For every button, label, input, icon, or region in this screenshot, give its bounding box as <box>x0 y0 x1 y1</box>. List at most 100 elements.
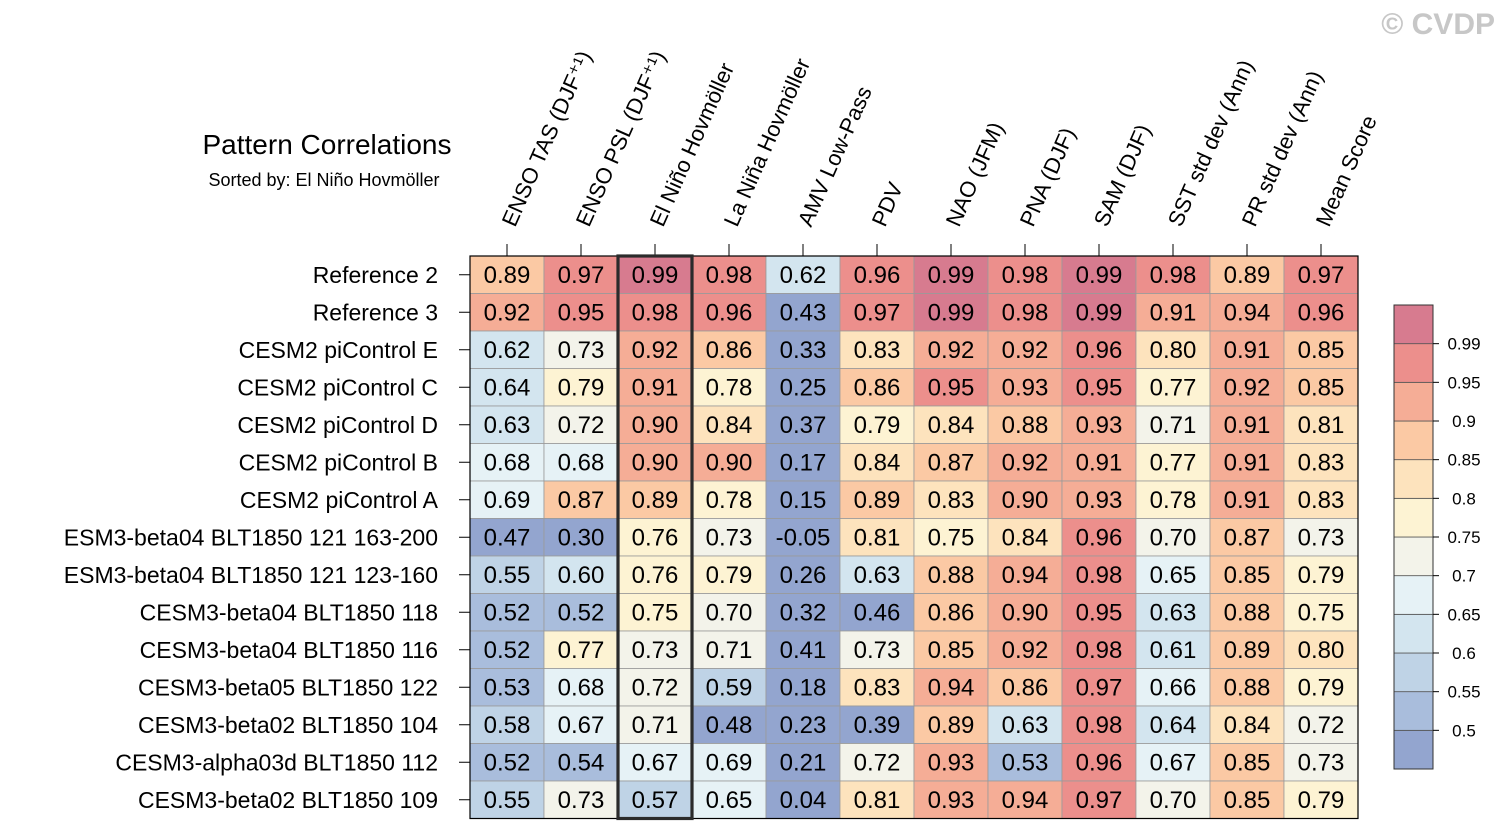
cell-value-label: 0.86 <box>928 599 975 626</box>
heatmap-cell <box>1135 293 1211 332</box>
heatmap-cell <box>617 255 693 294</box>
cell-value-label: 0.47 <box>484 524 531 551</box>
cell-value-label: 0.85 <box>928 637 975 664</box>
heatmap-cell <box>1283 780 1359 819</box>
cell-value-label: 0.83 <box>854 674 901 701</box>
cell-value-label: 0.17 <box>780 449 827 476</box>
heatmap-cell <box>543 743 619 782</box>
colorbar-segment <box>1393 691 1434 731</box>
cell-value-label: 0.32 <box>780 599 827 626</box>
cell-value-label: 0.93 <box>1002 374 1049 401</box>
row-label: CESM3-beta04 BLT1850 116 <box>140 637 438 663</box>
cell-value-label: 0.84 <box>1002 524 1049 551</box>
row-label: CESM3-alpha03d BLT1850 112 <box>115 749 438 775</box>
cell-value-label: 0.60 <box>558 562 605 589</box>
sorted-column-highlight <box>616 254 694 821</box>
colorbar-segment <box>1393 343 1434 383</box>
cell-value-label: 0.79 <box>854 412 901 439</box>
heatmap-cell <box>1135 518 1211 557</box>
cell-value-label: 0.63 <box>484 412 531 439</box>
cell-value-label: 0.69 <box>484 487 531 514</box>
heatmap-cell <box>469 518 545 557</box>
heatmap-cell <box>839 480 915 519</box>
cell-value-label: 0.68 <box>484 449 531 476</box>
heatmap-cell <box>839 368 915 407</box>
heatmap-cell <box>543 780 619 819</box>
cell-value-label: 0.67 <box>558 712 605 739</box>
cell-value-label: 0.98 <box>1076 637 1123 664</box>
heatmap-cell <box>1209 443 1285 482</box>
cell-value-label: 0.73 <box>854 637 901 664</box>
heatmap-cell <box>913 630 989 669</box>
cell-value-label: 0.95 <box>558 299 605 326</box>
heatmap-cell <box>913 705 989 744</box>
cell-value-label: 0.91 <box>1150 299 1197 326</box>
row-label: CESM2 piControl C <box>237 374 438 400</box>
cell-value-label: 0.97 <box>1076 674 1123 701</box>
cell-value-label: 0.30 <box>558 524 605 551</box>
cell-value-label: 0.41 <box>780 637 827 664</box>
heatmap-cell <box>987 330 1063 369</box>
heatmap-cell <box>765 780 841 819</box>
heatmap-cell <box>1209 368 1285 407</box>
column-label: AMV Low-Pass <box>793 82 877 230</box>
heatmap-cell <box>1209 780 1285 819</box>
cell-value-label: 0.92 <box>1224 374 1271 401</box>
heatmap-cell <box>1283 330 1359 369</box>
heatmap-cell <box>1209 480 1285 519</box>
heatmap-cell <box>987 630 1063 669</box>
heatmap-cell <box>1061 368 1137 407</box>
colorbar-label: 0.65 <box>1447 605 1480 624</box>
cell-value-label: 0.25 <box>780 374 827 401</box>
heatmap-cell <box>469 743 545 782</box>
heatmap-cell <box>765 368 841 407</box>
heatmap-cell <box>691 480 767 519</box>
heatmap-cell <box>913 443 989 482</box>
cell-value-label: 0.89 <box>928 712 975 739</box>
heatmap-cell <box>913 668 989 707</box>
cell-value-label: 0.37 <box>780 412 827 439</box>
cell-value-label: 0.63 <box>1002 712 1049 739</box>
heatmap-cell <box>543 293 619 332</box>
cell-value-label: 0.81 <box>854 524 901 551</box>
heatmap-cell <box>1061 593 1137 632</box>
cell-value-label: 0.78 <box>706 487 753 514</box>
heatmap-cell <box>691 593 767 632</box>
cell-value-label: 0.95 <box>1076 374 1123 401</box>
cell-value-label: 0.33 <box>780 337 827 364</box>
cell-value-label: 0.85 <box>1298 337 1345 364</box>
heatmap-cell <box>765 518 841 557</box>
row-label: CESM3-beta04 BLT1850 118 <box>140 599 438 625</box>
cell-value-label: 0.89 <box>484 262 531 289</box>
cell-value-label: 0.73 <box>1298 524 1345 551</box>
heatmap-cell <box>543 593 619 632</box>
cell-value-label: 0.92 <box>632 337 679 364</box>
heatmap-cell <box>839 518 915 557</box>
cell-value-label: 0.94 <box>1002 562 1049 589</box>
cell-value-label: 0.18 <box>780 674 827 701</box>
cell-value-label: 0.87 <box>1224 524 1271 551</box>
heatmap-cell <box>765 630 841 669</box>
cell-value-label: 0.15 <box>780 487 827 514</box>
cell-value-label: 0.75 <box>632 599 679 626</box>
heatmap-cell <box>839 405 915 444</box>
cell-value-label: 0.71 <box>706 637 753 664</box>
row-label: CESM3-beta05 BLT1850 122 <box>138 674 438 700</box>
cell-value-label: 0.91 <box>1076 449 1123 476</box>
heatmap-cell <box>543 405 619 444</box>
heatmap-cell <box>913 405 989 444</box>
cell-value-label: 0.76 <box>632 562 679 589</box>
cell-value-label: 0.92 <box>1002 637 1049 664</box>
heatmap-cell <box>469 705 545 744</box>
cell-value-label: 0.68 <box>558 674 605 701</box>
cell-value-label: 0.99 <box>1076 299 1123 326</box>
cell-value-label: 0.88 <box>1224 674 1271 701</box>
cell-value-label: 0.04 <box>780 787 827 814</box>
row-label: Reference 3 <box>313 299 438 325</box>
cell-value-label: 0.93 <box>1076 487 1123 514</box>
column-label: PDV <box>867 178 908 230</box>
heatmap-cell <box>839 555 915 594</box>
cell-value-label: 0.77 <box>1150 449 1197 476</box>
cell-value-label: 0.89 <box>1224 637 1271 664</box>
